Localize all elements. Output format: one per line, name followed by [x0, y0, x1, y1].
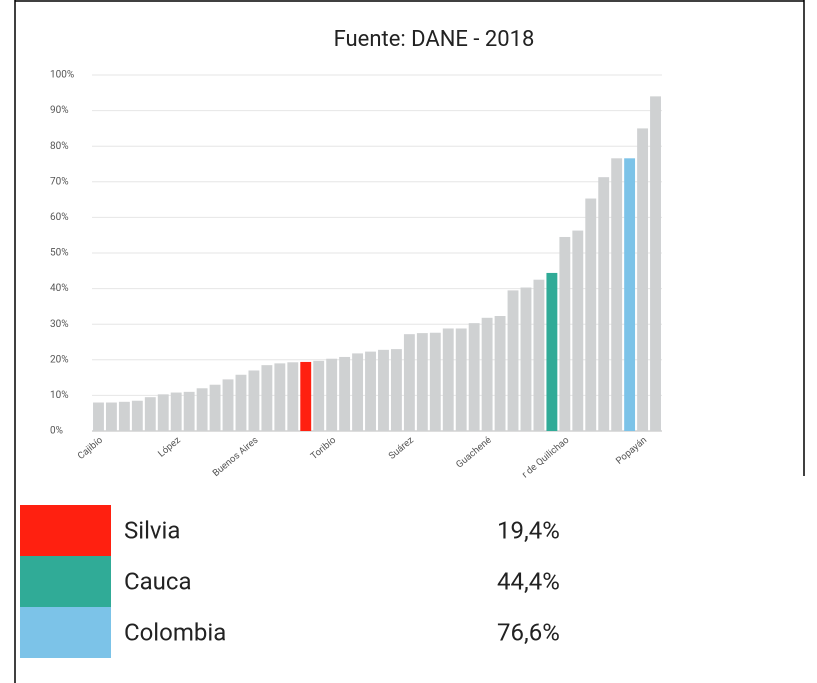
- legend-label: Silvia: [124, 516, 180, 544]
- x-tick-label: Popayán: [614, 435, 649, 467]
- bar: [365, 351, 376, 431]
- bar: [144, 397, 156, 431]
- bar: [585, 198, 597, 431]
- bar: [650, 96, 661, 432]
- x-tick-label: Cajibío: [76, 435, 105, 462]
- bar: [429, 332, 441, 431]
- legend-label: Colombia: [124, 618, 226, 646]
- y-tick-label: 100%: [50, 70, 74, 81]
- y-tick-label: 10%: [50, 390, 69, 401]
- bar: [442, 328, 454, 431]
- bar: [637, 128, 649, 431]
- bar: [183, 391, 195, 431]
- bar: [118, 401, 130, 431]
- bar: [390, 349, 402, 431]
- bar: [196, 388, 208, 431]
- bar: [481, 317, 493, 431]
- bar: [287, 362, 299, 431]
- bar: [520, 287, 532, 431]
- bar: [222, 379, 234, 431]
- bar: [455, 328, 467, 431]
- x-tick-label: Toribío: [309, 435, 338, 462]
- bar: [352, 353, 364, 431]
- legend-value: 44,4%: [497, 567, 560, 595]
- bar: [507, 290, 519, 431]
- legend-swatch: [20, 607, 111, 658]
- bar: [274, 363, 286, 431]
- x-tick-label: López: [156, 435, 183, 460]
- x-tick-label: Buenos Aires: [211, 435, 261, 479]
- bar: [533, 279, 545, 431]
- y-tick-label: 90%: [50, 105, 69, 116]
- bar: [403, 334, 415, 431]
- legend-label: Cauca: [124, 567, 192, 595]
- legend-value: 76,6%: [497, 618, 560, 646]
- x-tick-label: r de Quilichao: [520, 435, 571, 481]
- bar: [248, 370, 260, 431]
- bar: [416, 333, 428, 431]
- y-tick-label: 60%: [50, 212, 69, 223]
- y-tick-label: 40%: [50, 283, 69, 294]
- bar: [611, 158, 623, 431]
- y-tick-label: 20%: [50, 354, 69, 365]
- bar: [494, 316, 506, 431]
- chart-title: Fuente: DANE - 2018: [334, 27, 535, 52]
- bar: [131, 400, 143, 431]
- bar: [326, 358, 338, 431]
- x-tick-label: Guachené: [454, 435, 494, 471]
- bar: [378, 349, 389, 431]
- bar: [572, 230, 584, 431]
- bar: [468, 323, 480, 431]
- bar: [209, 384, 221, 431]
- y-tick-label: 0%: [50, 426, 63, 437]
- legend-value: 19,4%: [497, 516, 560, 544]
- y-tick-label: 80%: [50, 141, 69, 152]
- bar: [170, 392, 182, 431]
- bar: [105, 402, 117, 431]
- bar: [624, 158, 636, 431]
- x-tick-label: Suárez: [387, 435, 416, 462]
- bar: [546, 272, 558, 431]
- legend-swatch: [20, 556, 111, 607]
- bar: [300, 361, 312, 431]
- bar: [339, 356, 351, 431]
- bar: [235, 374, 247, 431]
- bar: [93, 402, 104, 431]
- legend-swatch: [20, 505, 111, 556]
- y-tick-label: 30%: [50, 319, 69, 330]
- bar: [313, 360, 325, 431]
- y-tick-label: 70%: [50, 176, 69, 187]
- bar: [157, 394, 169, 431]
- bar: [598, 177, 610, 431]
- bar: [261, 365, 273, 431]
- bar: [559, 236, 571, 431]
- y-tick-label: 50%: [50, 248, 69, 259]
